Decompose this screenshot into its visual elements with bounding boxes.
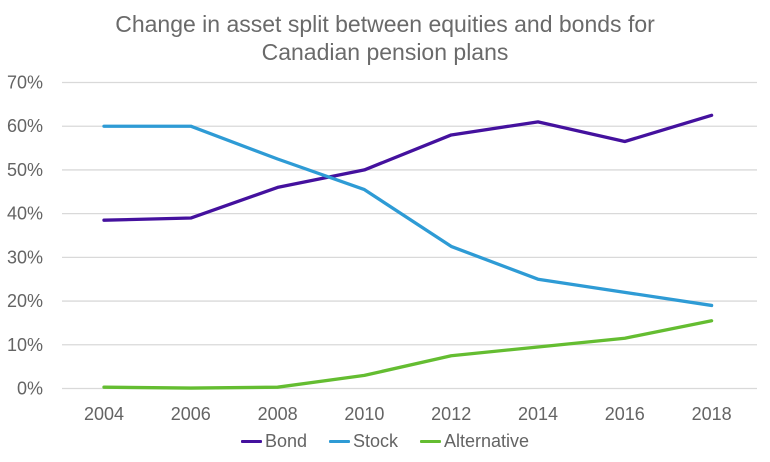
y-tick-label: 10% — [7, 335, 43, 355]
legend-label-bond: Bond — [264, 431, 307, 451]
y-tick-label: 70% — [7, 73, 43, 93]
x-tick-label: 2006 — [171, 404, 211, 424]
y-tick-label: 40% — [7, 204, 43, 224]
x-tick-label: 2012 — [431, 404, 471, 424]
legend-item-bond: Bond — [240, 431, 307, 452]
y-tick-label: 50% — [7, 160, 43, 180]
x-tick-label: 2014 — [518, 404, 558, 424]
legend-label-stock: Stock — [352, 431, 399, 451]
legend-swatch-stock — [328, 439, 350, 444]
series-line-bond — [102, 113, 714, 222]
legend-label-alternative: Alternative — [444, 431, 530, 451]
series-line-alternative — [102, 319, 714, 390]
x-tick-label: 2016 — [605, 404, 645, 424]
legend-swatch-alternative — [420, 439, 442, 444]
y-tick-label: 30% — [7, 247, 43, 267]
x-tick-label: 2004 — [84, 404, 124, 424]
chart-title: Change in asset split between equities a… — [0, 10, 770, 66]
series-line-stock — [102, 124, 714, 308]
y-tick-label: 20% — [7, 291, 43, 311]
y-tick-label: 0% — [17, 379, 43, 399]
legend-item-stock: Stock — [328, 431, 399, 452]
y-tick-label: 60% — [7, 116, 43, 136]
legend-swatch-bond — [240, 439, 262, 444]
legend: Bond Stock Alternative — [0, 431, 770, 452]
legend-item-alternative: Alternative — [420, 431, 529, 452]
chart-title-line1: Change in asset split between equities a… — [115, 11, 655, 37]
chart-title-line2: Canadian pension plans — [261, 39, 509, 65]
x-tick-label: 2010 — [344, 404, 384, 424]
x-tick-label: 2008 — [258, 404, 298, 424]
x-tick-label: 2018 — [692, 404, 732, 424]
